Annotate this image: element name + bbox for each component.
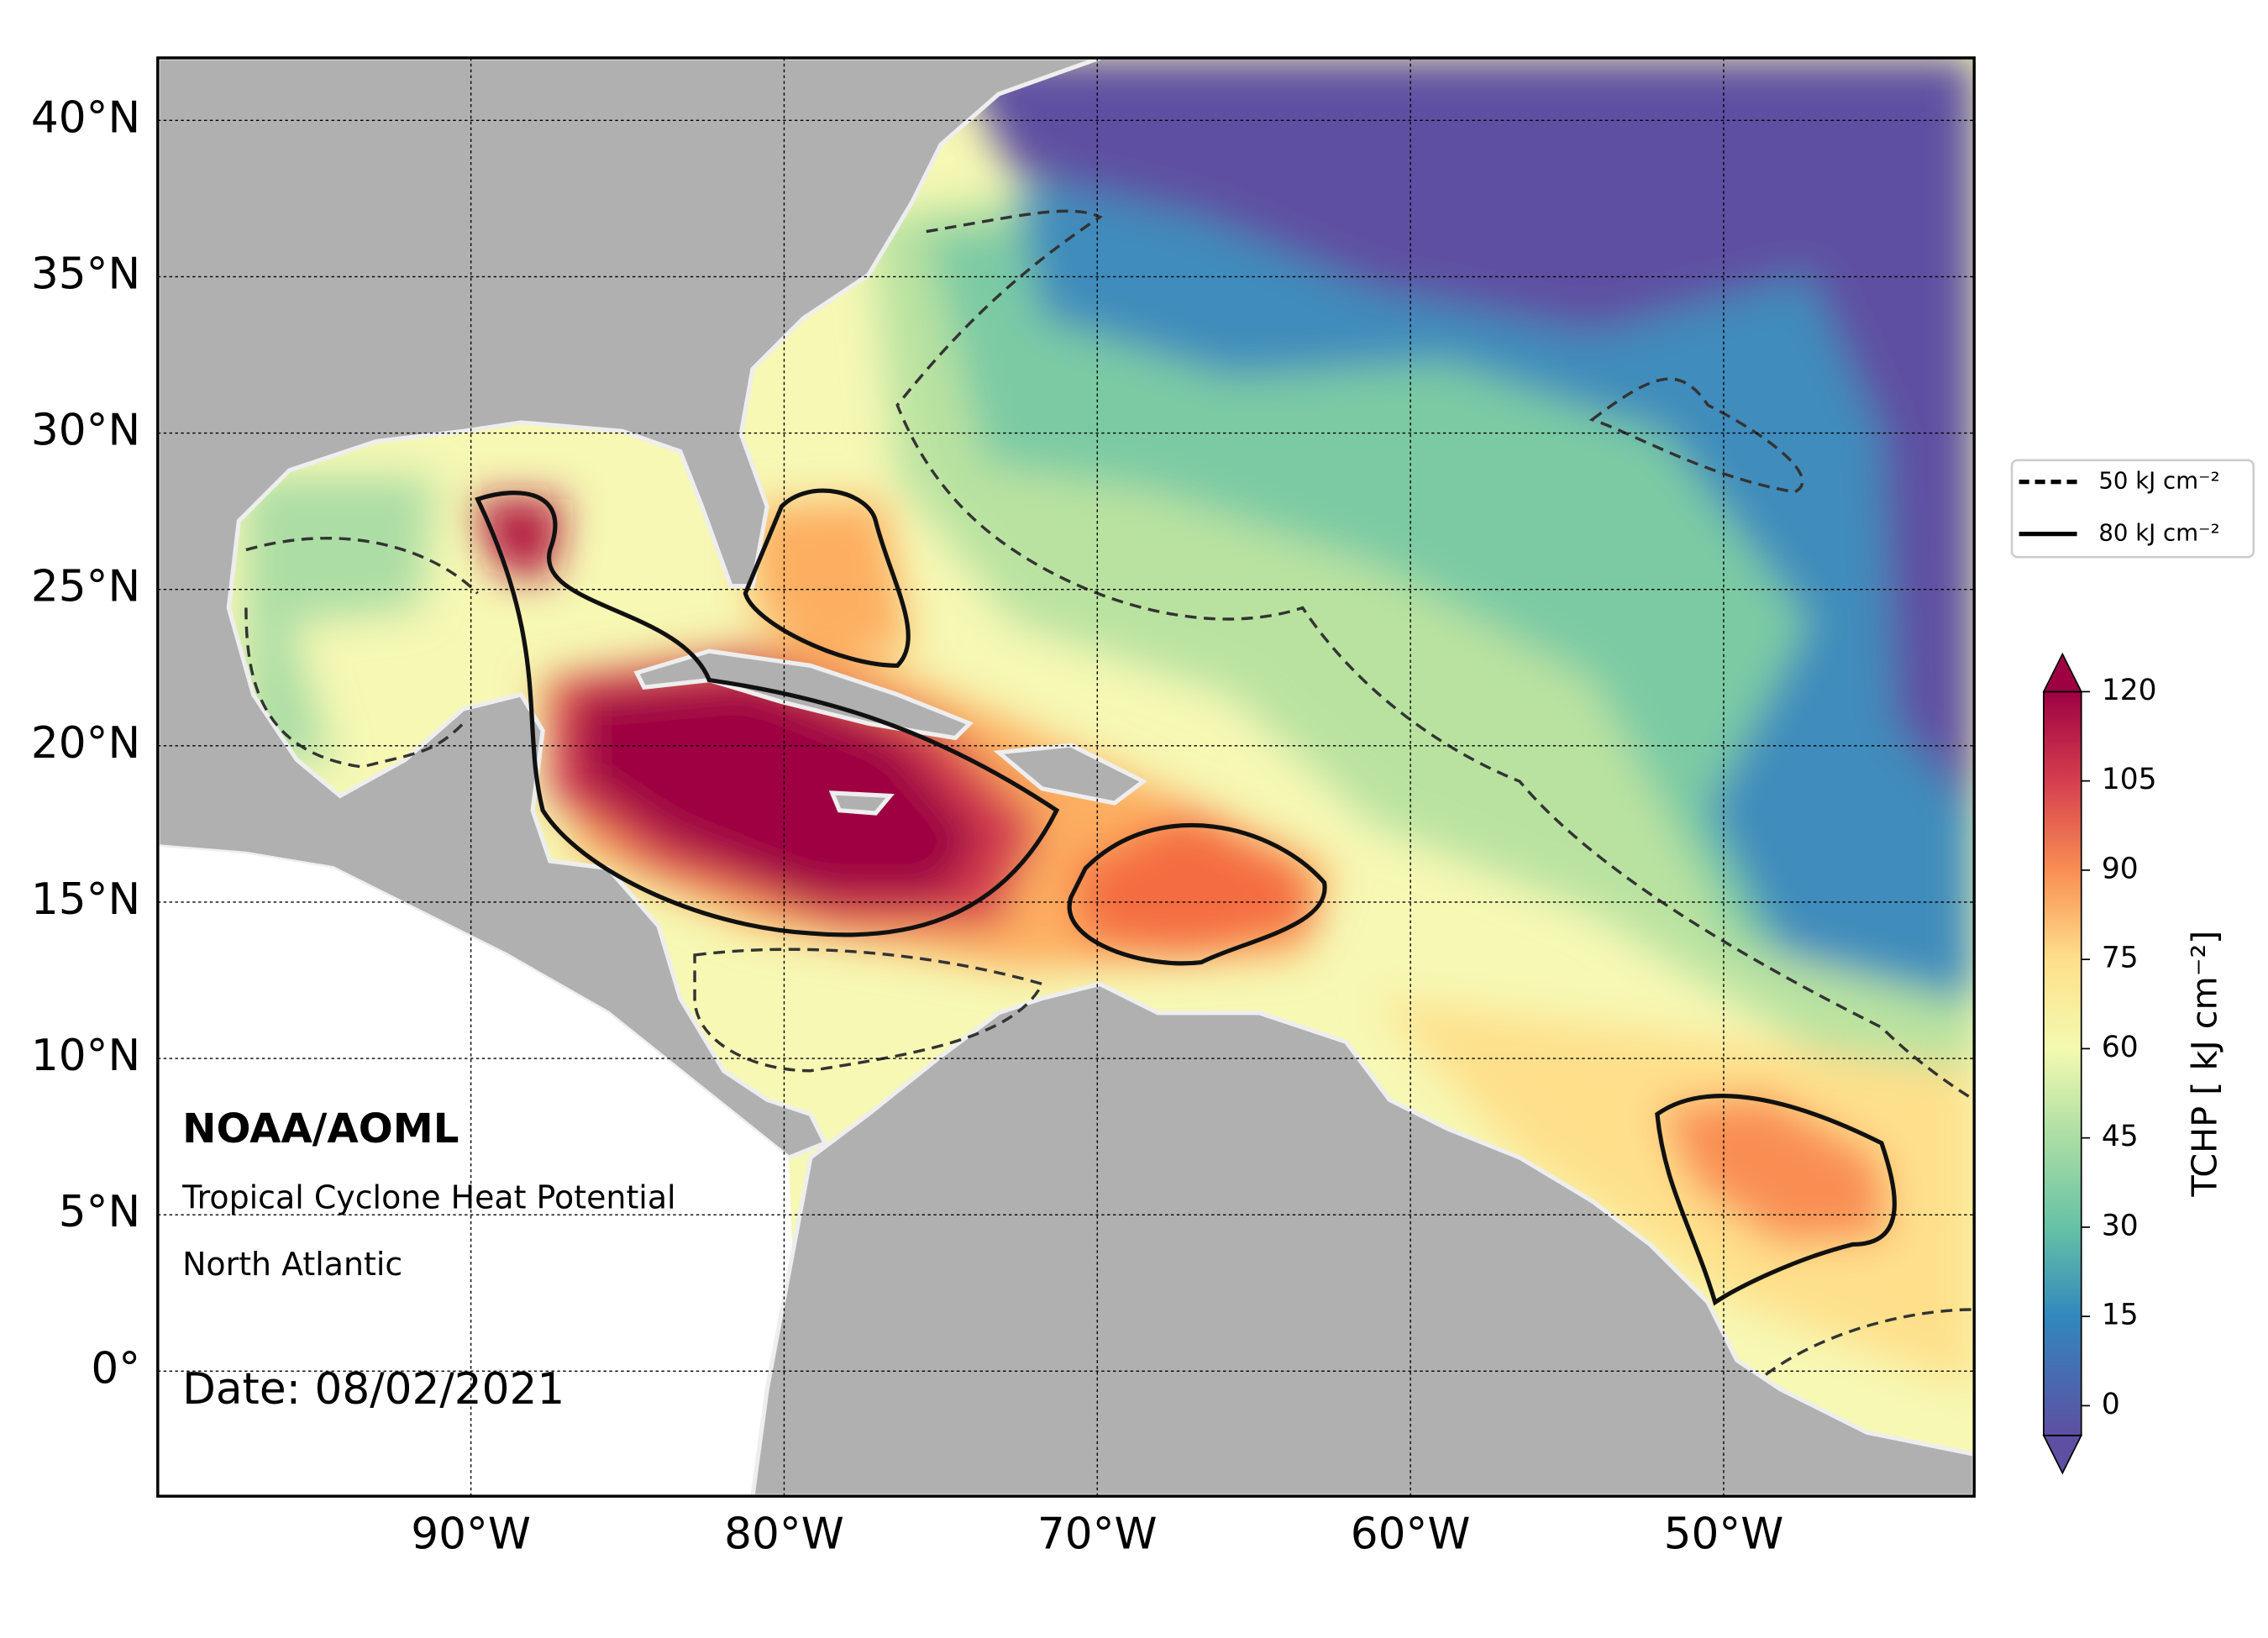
x-tick-label: 70°W (1037, 1509, 1158, 1559)
colorbar-tick-label: 120 (2102, 674, 2157, 707)
colorbar-tick-label: 75 (2102, 942, 2139, 975)
hispaniola (993, 743, 1148, 806)
y-tick-label: 25°N (31, 562, 140, 612)
colorbar-tick-label: 105 (2102, 763, 2157, 796)
y-tick-label: 0° (91, 1343, 140, 1394)
colorbar-frame (2043, 690, 2082, 1436)
x-tick-label: 90°W (411, 1509, 531, 1559)
y-tick-label: 30°N (31, 406, 140, 456)
colorbar-extend-max (2042, 652, 2083, 693)
colorbar-tick-label: 90 (2102, 852, 2139, 885)
legend-label: 80 kJ cm⁻² (2098, 520, 2219, 547)
colorbar-label: TCHP [ kJ cm⁻²] (2185, 931, 2225, 1198)
x-tick-label: 50°W (1664, 1509, 1784, 1559)
jamaica (828, 790, 895, 816)
y-tick-label: 5°N (59, 1187, 140, 1237)
south-america (750, 981, 1975, 1497)
colorbar-tick-label: 15 (2102, 1299, 2139, 1332)
region-label: North Atlantic (182, 1246, 402, 1283)
contour-80 (475, 488, 1897, 1306)
legend-label: 50 kJ cm⁻² (2098, 468, 2219, 495)
colorbar-extend-min (2042, 1434, 2083, 1475)
map-area (157, 57, 1975, 1497)
y-tick-label: 35°N (31, 249, 140, 299)
colorbar-tick-label: 0 (2102, 1388, 2120, 1421)
colorbar-tick-label: 45 (2102, 1120, 2139, 1153)
x-tick-label: 60°W (1351, 1509, 1471, 1559)
pacific (157, 846, 794, 1497)
contour-50 (244, 209, 1975, 1376)
colorbar (2043, 691, 2082, 1436)
map-frame (156, 56, 1976, 1498)
cuba (633, 648, 974, 741)
colorbar-tick-label: 60 (2102, 1031, 2139, 1064)
tchp-field (245, 57, 1975, 1389)
product-label: Tropical Cyclone Heat Potential (181, 1179, 675, 1216)
agency-label: NOAA/AOML (182, 1105, 459, 1152)
y-tick-label: 10°N (31, 1031, 140, 1081)
x-tick-label: 80°W (724, 1509, 844, 1559)
y-tick-label: 20°N (31, 718, 140, 769)
y-tick-label: 15°N (31, 874, 140, 925)
date-label: Date: 08/02/2021 (182, 1364, 564, 1415)
colorbar-tick-label: 30 (2102, 1209, 2139, 1242)
y-tick-label: 40°N (31, 92, 140, 143)
